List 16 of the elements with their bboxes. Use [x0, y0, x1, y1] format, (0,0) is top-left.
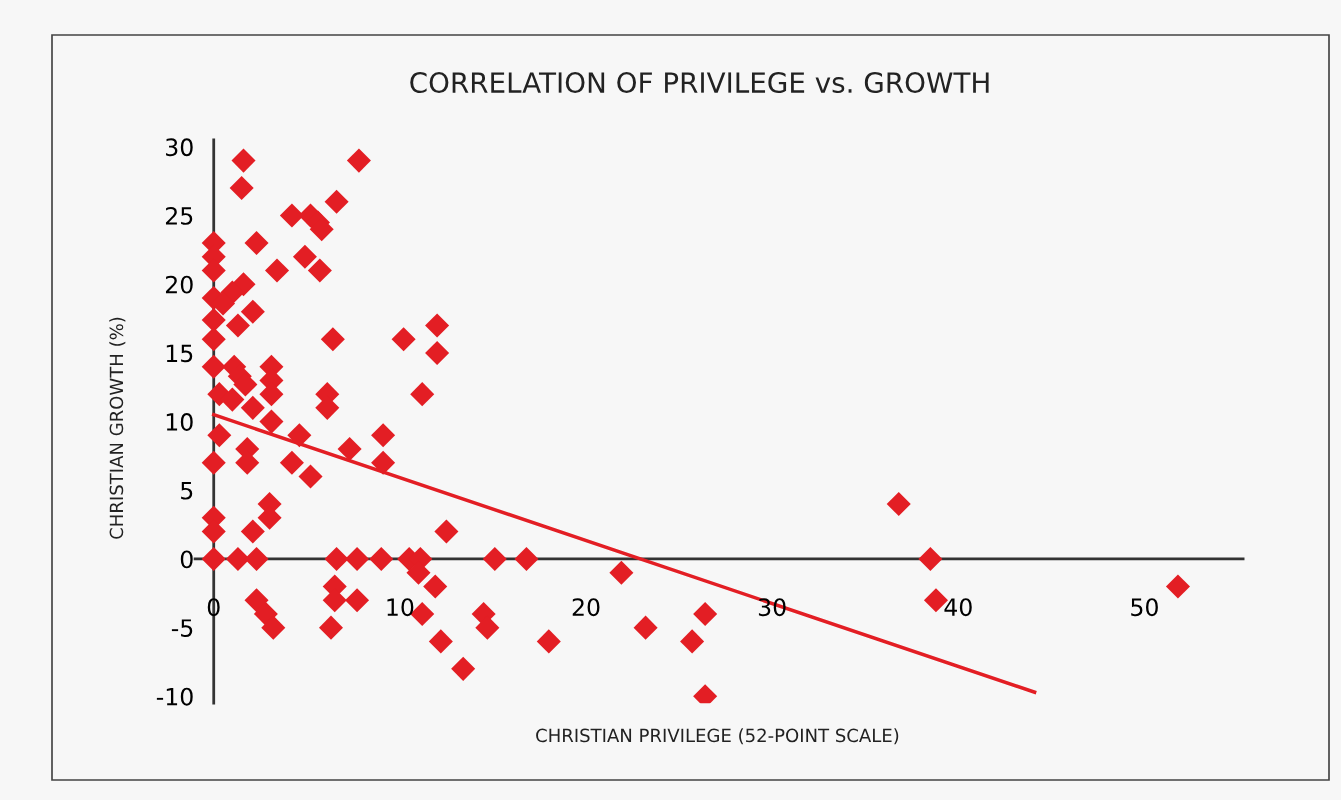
y-tick-label: -10 — [156, 687, 193, 706]
y-tick-label: 5 — [181, 482, 193, 500]
x-tick-label: 50 — [1131, 598, 1158, 617]
y-tick-label: -5 — [171, 619, 193, 637]
y-tick-label: 25 — [165, 207, 193, 225]
x-axis-title: CHRISTIAN PRIVILEGE (52-POINT SCALE) — [536, 728, 899, 745]
y-axis-title: CHRISTIAN GROWTH (%) — [109, 317, 126, 539]
x-tick-label: 20 — [572, 598, 600, 617]
y-tick-label: 30 — [166, 138, 193, 157]
y-tick-label: 15 — [166, 344, 193, 363]
y-tick-label: 0 — [180, 550, 193, 569]
y-tick-label: 10 — [166, 413, 193, 431]
y-tick-label: 20 — [165, 275, 193, 294]
chart-title: CORRELATION OF PRIVILEGE vs. GROWTH — [410, 72, 989, 94]
x-tick-label: 40 — [944, 598, 972, 617]
x-tick-label: 10 — [387, 598, 414, 617]
